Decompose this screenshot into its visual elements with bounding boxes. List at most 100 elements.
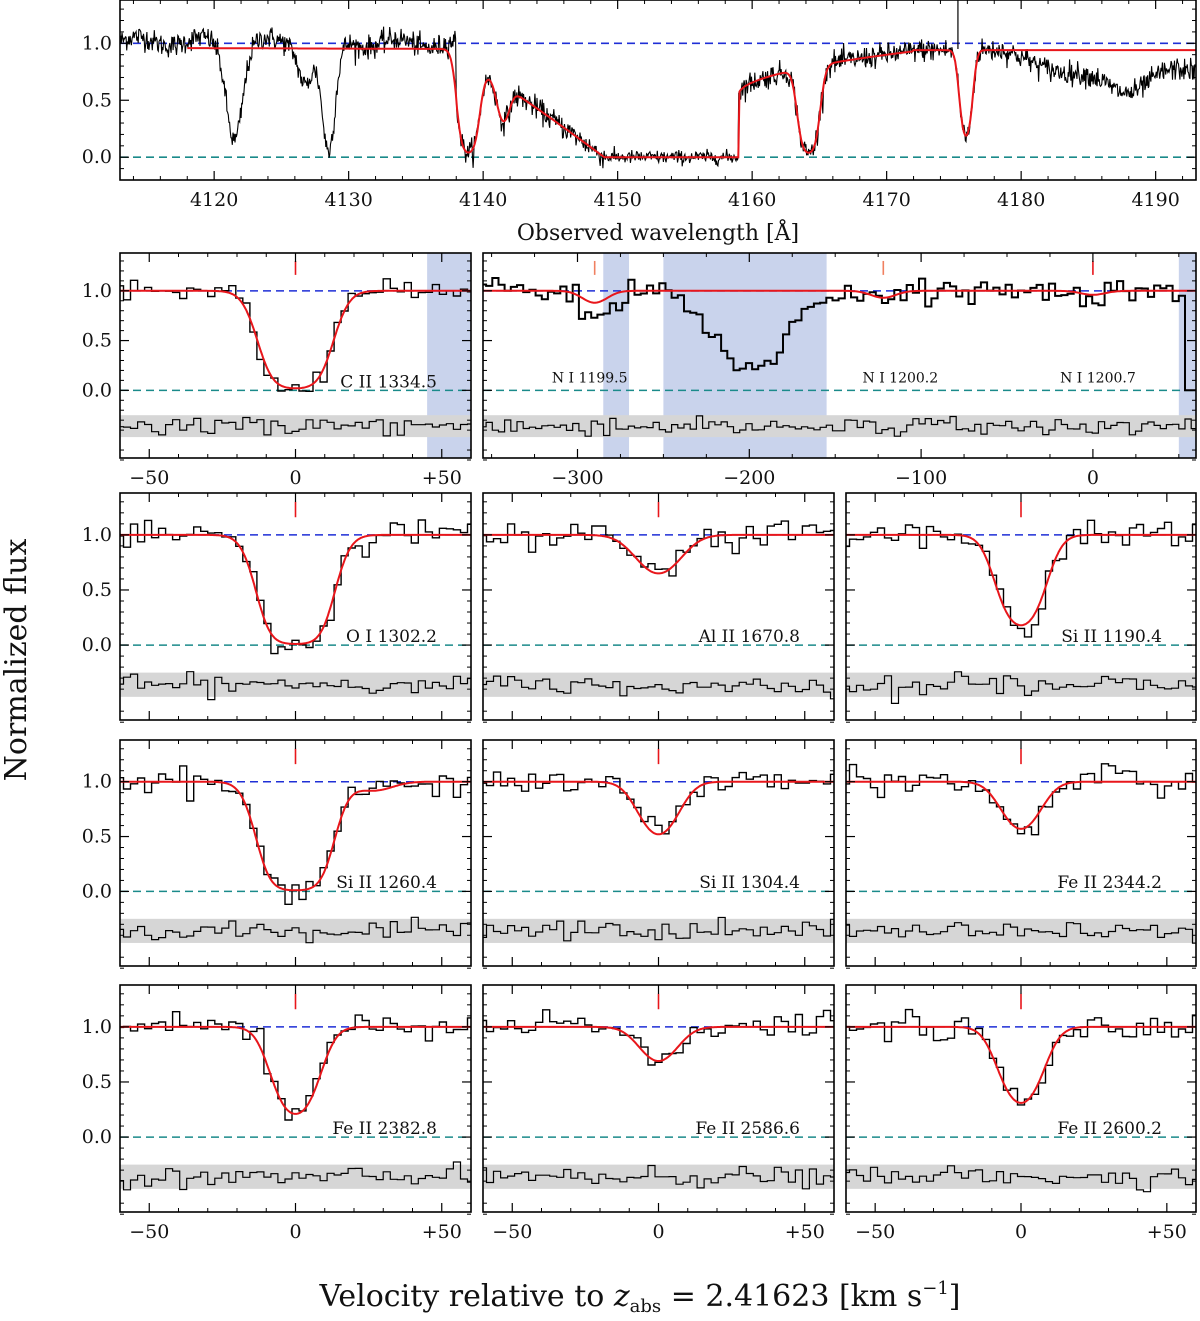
x-tick-label: −200 (723, 467, 775, 489)
residual-histogram (483, 1164, 834, 1190)
flux-histogram (483, 277, 1196, 392)
panel-fe-ii-2382.8: Fe II 2382.8 0.0 0.5 1.0 −50 0 +50 (82, 984, 472, 1243)
y-tick-label: 0.5 (82, 330, 112, 352)
flux-histogram (846, 1008, 1196, 1106)
y-tick-label: 0.0 (82, 634, 112, 656)
flux-histogram (483, 1009, 834, 1066)
residual-histogram (120, 916, 471, 944)
flux-histogram (846, 519, 1196, 638)
x-tick-label: −300 (551, 467, 603, 489)
plot-area (120, 253, 471, 458)
plot-area (483, 993, 834, 1190)
residual-band (120, 415, 471, 438)
residual-band (483, 918, 834, 943)
model-fit-line (120, 533, 471, 645)
plot-area (120, 993, 471, 1191)
ion-label: C II 1334.5 (340, 372, 437, 392)
flux-histogram (120, 278, 471, 392)
ion-label: Fe II 2382.8 (332, 1119, 437, 1139)
ion-label: Si II 1260.4 (336, 873, 437, 893)
model-fit-line (120, 289, 471, 390)
model-fit-line (187, 47, 1196, 159)
panel-n-i: N I 1199.5 N I 1200.2 N I 1200.7 −300 −200 −1… (482, 252, 1197, 489)
panel-al-ii-1670.8: Al II 1670.8 (482, 492, 835, 723)
model-fit-line (483, 1025, 834, 1062)
x-tick-label: 4120 (190, 189, 238, 211)
flux-histogram (120, 1011, 471, 1121)
residual-band (120, 918, 471, 943)
y-tick-label: 0.5 (82, 89, 112, 111)
x-tick-label: −50 (129, 1221, 169, 1243)
residual-histogram (483, 916, 834, 942)
y-tick-label: 0.5 (82, 579, 112, 601)
plot-area (120, 748, 471, 944)
y-tick-label: 1.0 (82, 1016, 112, 1038)
model-fit-line (483, 533, 834, 575)
flux-histogram (120, 519, 471, 655)
x-tick-label: 4160 (728, 189, 776, 211)
panel-o-i-1302.2: O I 1302.2 0.0 0.5 1.0 (82, 492, 472, 723)
panel-fe-ii-2600.2: Fe II 2600.2 −50 0 +50 (845, 984, 1197, 1243)
plot-area (483, 253, 1196, 458)
x-tick-label: −50 (855, 1221, 895, 1243)
panel-fe-ii-2586.6: Fe II 2586.6 −50 0 +50 (482, 984, 835, 1243)
plot-area (483, 501, 834, 700)
y-tick-label: 0.0 (82, 880, 112, 902)
y-tick-label: 1.0 (82, 771, 112, 793)
x-tick-label: −50 (492, 1221, 532, 1243)
x-tick-label: 4130 (324, 189, 372, 211)
y-tick-label: 1.0 (82, 32, 112, 54)
panel-frame (845, 739, 1197, 967)
panel-fe-ii-2344.2: Fe II 2344.2 (845, 739, 1197, 969)
overview-x-axis-title: Observed wavelength [Å] (517, 218, 799, 246)
plot-area (483, 748, 834, 943)
x-tick-label: 0 (1087, 467, 1099, 489)
panel-frame (482, 252, 1197, 459)
x-tick-label: 4190 (1131, 189, 1179, 211)
plot-area (846, 501, 1196, 704)
x-tick-label: −50 (129, 467, 169, 489)
model-fit-line (120, 1025, 471, 1115)
plot-area (120, 501, 471, 701)
model-fit-line (846, 1025, 1196, 1104)
panel-frame (845, 492, 1197, 721)
model-fit-line (483, 780, 834, 836)
x-tick-label: 0 (289, 467, 301, 489)
panel-frame (119, 739, 472, 967)
x-tick-label: −100 (895, 467, 947, 489)
x-tick-label: 4140 (459, 189, 507, 211)
residual-histogram (846, 671, 1196, 704)
residual-band (120, 1164, 471, 1189)
residual-histogram (483, 675, 834, 700)
panel-frame (482, 492, 835, 721)
panel-frame (845, 984, 1197, 1213)
ion-label: O I 1302.2 (346, 627, 437, 647)
x-tick-label: 0 (1015, 1221, 1027, 1243)
ion-label: Fe II 2600.2 (1057, 1119, 1162, 1139)
residual-band (846, 672, 1196, 697)
flux-histogram (483, 771, 834, 835)
panel-frame (119, 0, 1197, 181)
flux-histogram (483, 520, 834, 577)
plot-area (846, 993, 1196, 1193)
x-tick-label: 4170 (862, 189, 910, 211)
panel-si-ii-1190.4: Si II 1190.4 (845, 492, 1197, 723)
x-tick-label: 0 (652, 1221, 664, 1243)
y-tick-label: 0.5 (82, 1071, 112, 1093)
residual-histogram (120, 671, 471, 701)
ion-label: N I 1199.5 (552, 370, 628, 386)
y-tick-label: 0.5 (82, 826, 112, 848)
x-tick-label: +50 (1147, 1221, 1187, 1243)
ion-label: Al II 1670.8 (698, 627, 800, 647)
ion-label: N I 1200.2 (863, 370, 939, 386)
panel-si-ii-1260.4: Si II 1260.4 0.0 0.5 1.0 (82, 739, 472, 969)
y-axis-title: Normalized flux (0, 539, 34, 782)
panel-frame (482, 739, 835, 967)
residual-histogram (120, 416, 471, 437)
y-tick-label: 0.0 (82, 379, 112, 401)
panel-c-ii-1334.5: C II 1334.5 0.0 0.5 1.0 −50 0 +50 (82, 252, 472, 489)
residual-histogram (846, 922, 1196, 944)
model-fit-line (483, 289, 1196, 304)
model-fit-line (846, 780, 1196, 830)
